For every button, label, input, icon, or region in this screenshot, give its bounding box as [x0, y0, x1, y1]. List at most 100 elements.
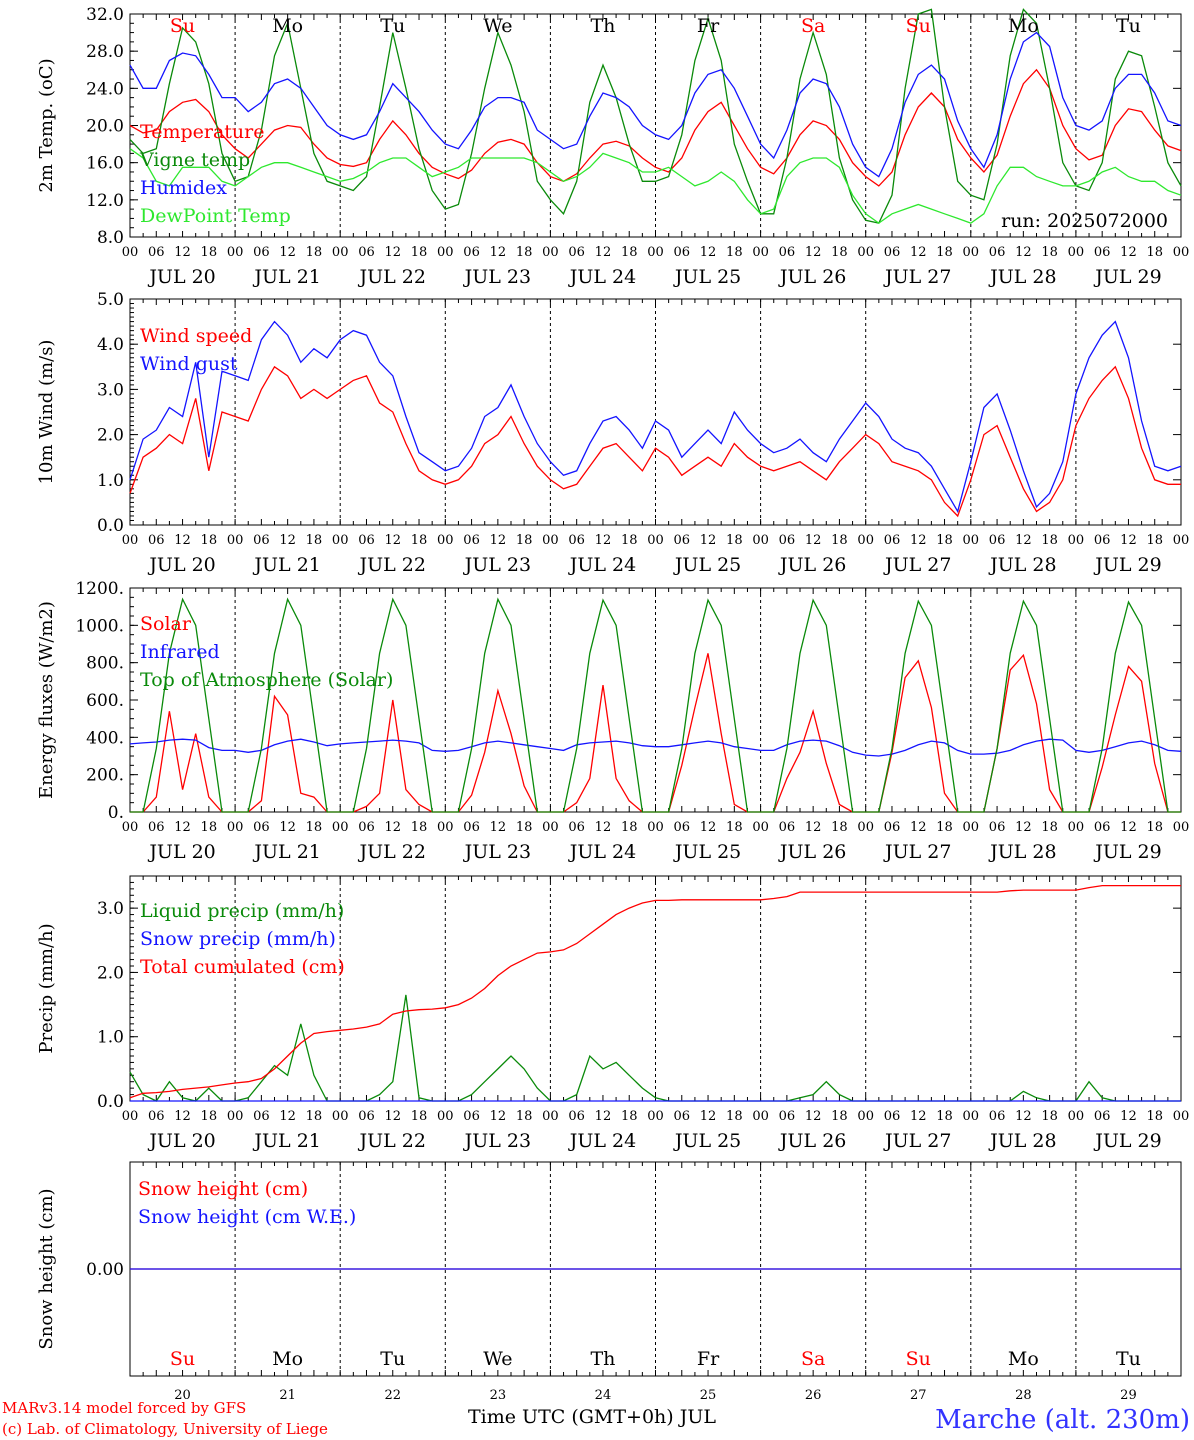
hour-tick-label: 12 [1120, 245, 1137, 260]
date-label: JUL 23 [463, 841, 531, 863]
y-tick-label: 20.0 [86, 117, 124, 137]
date-label: JUL 28 [988, 841, 1056, 863]
hour-tick-label: 18 [621, 533, 638, 548]
hour-tick-label: 18 [411, 533, 428, 548]
hour-tick-label: 00 [437, 1109, 454, 1124]
hour-tick-label: 00 [752, 1109, 769, 1124]
day-number-label: 20 [174, 1388, 191, 1403]
day-number-label: 29 [1120, 1388, 1137, 1403]
hour-tick-label: 00 [1068, 1109, 1085, 1124]
legend-entry: Snow precip (mm/h) [140, 928, 336, 950]
series-line [129, 738, 1182, 757]
hour-tick-label: 00 [1173, 245, 1190, 260]
hour-tick-label: 00 [752, 533, 769, 548]
hour-tick-label: 00 [1068, 245, 1085, 260]
y-tick-label: 2.0 [97, 963, 124, 983]
hour-tick-label: 06 [148, 245, 165, 260]
hour-tick-label: 00 [1068, 820, 1085, 835]
series-line [129, 148, 1182, 224]
day-number-label: 25 [700, 1388, 717, 1403]
hour-tick-label: 06 [989, 820, 1006, 835]
hour-tick-label: 12 [1120, 533, 1137, 548]
hour-tick-label: 06 [884, 820, 901, 835]
legend-entry: Infrared [140, 641, 220, 663]
hour-tick-label: 06 [568, 245, 585, 260]
hour-tick-label: 12 [910, 1109, 927, 1124]
hour-tick-label: 12 [384, 533, 401, 548]
hour-tick-label: 18 [306, 1109, 323, 1124]
weekday-label: Su [906, 15, 931, 37]
day-number-label: 24 [595, 1388, 612, 1403]
y-tick-label: 5.0 [97, 290, 124, 310]
hour-tick-label: 18 [201, 245, 218, 260]
hour-tick-label: 00 [122, 533, 139, 548]
hour-tick-label: 00 [542, 1109, 559, 1124]
hour-tick-label: 18 [1041, 533, 1058, 548]
y-tick-label: 12.0 [86, 191, 124, 211]
hour-tick-label: 06 [148, 820, 165, 835]
hour-tick-label: 00 [227, 1109, 244, 1124]
hour-tick-label: 06 [1094, 820, 1111, 835]
hour-tick-label: 06 [358, 533, 375, 548]
hour-tick-label: 00 [542, 245, 559, 260]
series-line [129, 8, 1182, 224]
weekday-label-bottom: We [483, 1348, 512, 1370]
run-annotation: run: 2025072000 [1001, 210, 1168, 232]
hour-tick-label: 00 [1173, 533, 1190, 548]
hour-tick-label: 06 [1094, 245, 1111, 260]
hour-tick-label: 18 [621, 820, 638, 835]
y-tick-label: 2.0 [97, 426, 124, 446]
day-number-label: 26 [805, 1388, 822, 1403]
legend-entry: Humidex [140, 177, 227, 199]
date-label: JUL 21 [252, 554, 320, 576]
hour-tick-label: 06 [358, 245, 375, 260]
y-axis-label: Snow height (cm) [36, 1188, 57, 1349]
date-label: JUL 24 [568, 266, 636, 288]
day-number-label: 22 [384, 1388, 401, 1403]
hour-tick-label: 06 [463, 533, 480, 548]
date-label: JUL 27 [883, 1130, 951, 1152]
y-axis-label: 10m Wind (m/s) [36, 340, 57, 485]
hour-tick-label: 18 [306, 533, 323, 548]
hour-tick-label: 06 [148, 1109, 165, 1124]
footer-credit-1: MARv3.14 model forced by GFS [2, 1399, 246, 1417]
hour-tick-label: 18 [1041, 1109, 1058, 1124]
date-label: JUL 23 [463, 554, 531, 576]
day-number-label: 28 [1015, 1388, 1032, 1403]
hour-tick-label: 12 [700, 820, 717, 835]
hour-tick-label: 06 [674, 533, 691, 548]
hour-tick-label: 00 [332, 1109, 349, 1124]
hour-tick-label: 00 [647, 245, 664, 260]
hour-tick-label: 06 [884, 533, 901, 548]
legend-entry: DewPoint Temp [140, 205, 291, 227]
hour-tick-label: 06 [463, 1109, 480, 1124]
date-label: JUL 23 [463, 1130, 531, 1152]
hour-tick-label: 12 [174, 533, 191, 548]
hour-tick-label: 12 [1015, 1109, 1032, 1124]
y-tick-label: 0.00 [86, 1260, 124, 1280]
hour-tick-label: 06 [1094, 533, 1111, 548]
hour-tick-label: 12 [910, 533, 927, 548]
date-label: JUL 24 [568, 1130, 636, 1152]
hour-tick-label: 18 [1146, 533, 1163, 548]
hour-tick-label: 00 [122, 1109, 139, 1124]
hour-tick-label: 06 [674, 820, 691, 835]
date-label: JUL 27 [883, 841, 951, 863]
hour-tick-label: 00 [437, 533, 454, 548]
legend-entry: Solar [140, 613, 192, 635]
hour-tick-label: 12 [595, 533, 612, 548]
date-label: JUL 23 [463, 266, 531, 288]
date-label: JUL 28 [988, 266, 1056, 288]
hour-tick-label: 12 [805, 245, 822, 260]
hour-tick-label: 00 [332, 533, 349, 548]
hour-tick-label: 18 [831, 1109, 848, 1124]
hour-tick-label: 00 [332, 820, 349, 835]
weekday-label: Mo [272, 15, 303, 37]
date-label: JUL 25 [673, 554, 741, 576]
y-tick-label: 4.0 [97, 335, 124, 355]
hour-tick-label: 18 [516, 245, 533, 260]
date-label: JUL 29 [1093, 554, 1161, 576]
date-label: JUL 25 [673, 266, 741, 288]
hour-tick-label: 00 [963, 820, 980, 835]
